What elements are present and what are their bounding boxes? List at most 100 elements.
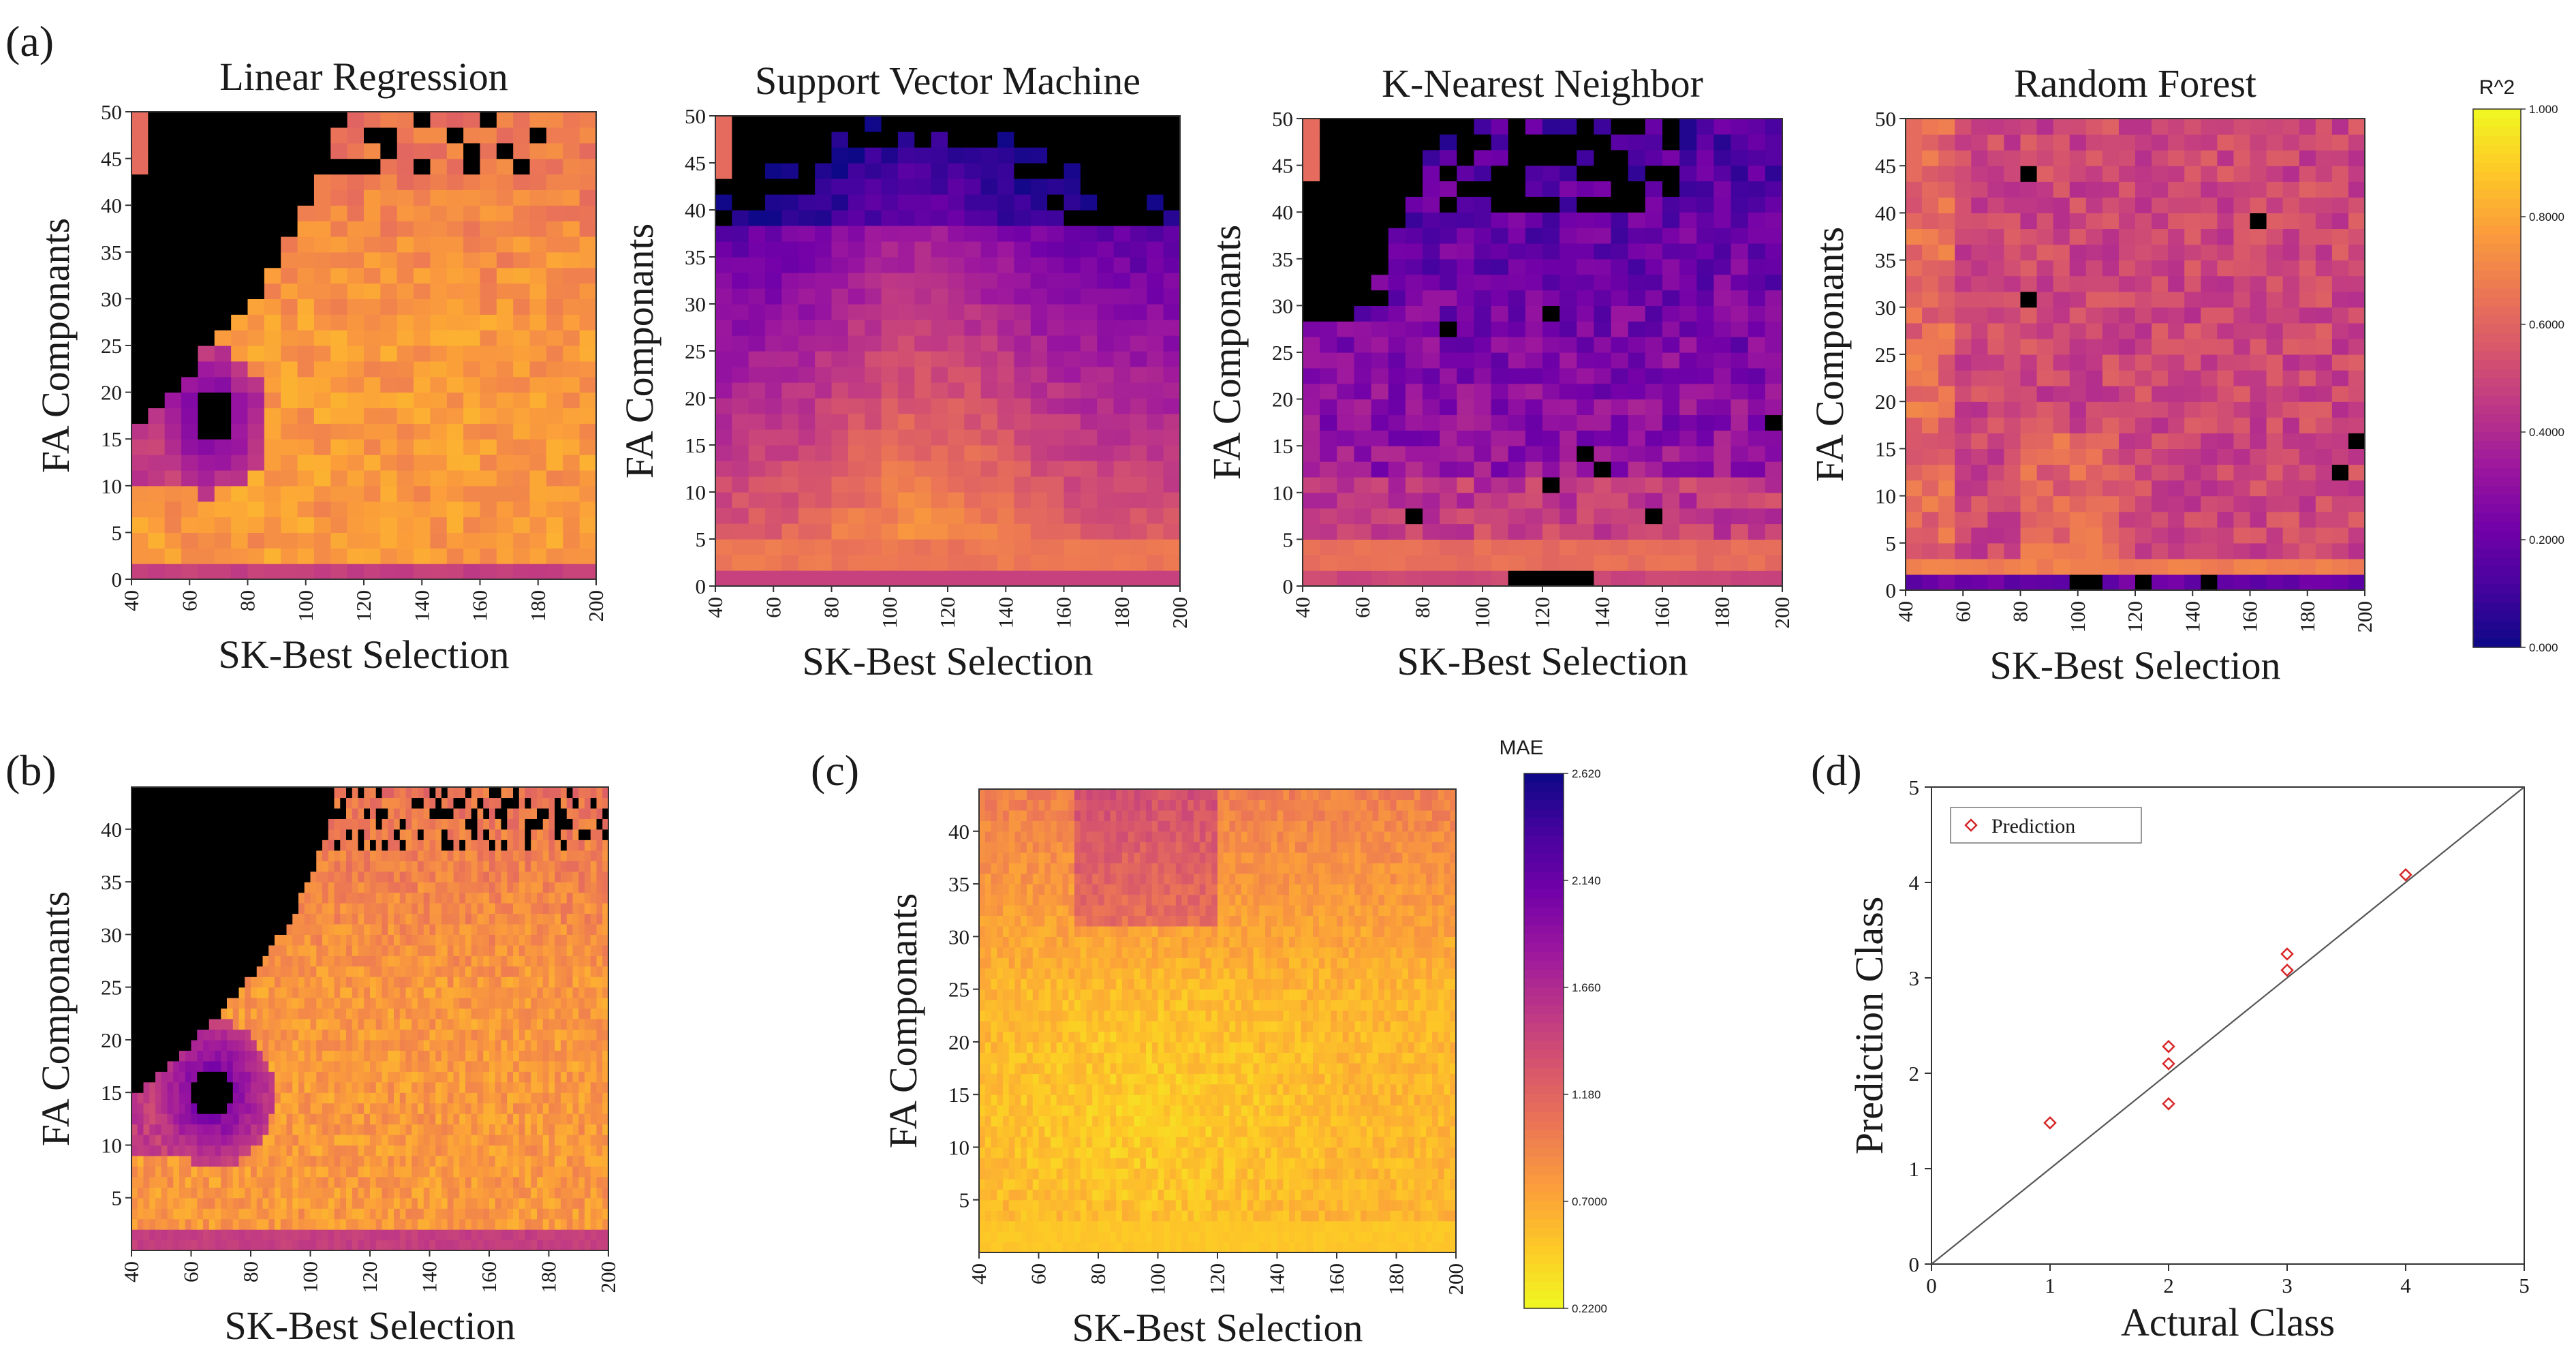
heatmap-cell <box>164 189 182 206</box>
heatmap-cell <box>1748 274 1766 291</box>
heatmap-cell <box>364 1229 371 1241</box>
heatmap-cell <box>546 423 563 440</box>
heatmap-cell <box>1030 414 1048 430</box>
heatmap-cell <box>477 1176 484 1188</box>
heatmap-cell <box>2184 307 2201 324</box>
heatmap-cell <box>1611 321 1629 337</box>
heatmap-cell <box>2348 307 2365 324</box>
heatmap-cell <box>1713 274 1732 291</box>
heatmap-cell <box>1354 461 1372 478</box>
heatmap-cell <box>322 1071 329 1083</box>
heatmap-cell <box>414 236 431 253</box>
heatmap-cell <box>304 1135 311 1146</box>
heatmap-cell <box>397 298 414 315</box>
heatmap-cell <box>537 1145 544 1156</box>
heatmap-cell <box>275 1135 281 1146</box>
heatmap-cell <box>1662 321 1680 337</box>
heatmap-cell <box>203 1240 210 1251</box>
heatmap-cell <box>715 241 732 258</box>
heatmap-cell <box>748 508 766 524</box>
heatmap-cell <box>399 1229 407 1241</box>
heatmap-cell <box>346 1060 353 1072</box>
heatmap-cell <box>346 1081 353 1093</box>
heatmap-cell <box>572 1240 579 1251</box>
heatmap-cell <box>563 330 580 346</box>
heatmap-cell <box>1508 165 1526 182</box>
heatmap-cell <box>2266 495 2284 512</box>
heatmap-cells <box>1906 119 2365 591</box>
heatmap-cell <box>542 1218 550 1230</box>
heatmap-cell <box>848 398 865 414</box>
heatmap-cell <box>397 112 414 128</box>
heatmap-cell <box>2118 322 2136 339</box>
heatmap-cell <box>322 1229 329 1241</box>
heatmap-cell <box>334 1092 341 1104</box>
heatmap-cell <box>2004 386 2021 402</box>
heatmap-cell <box>1955 464 1972 481</box>
heatmap-cell <box>231 283 249 299</box>
heatmap-cell <box>231 330 249 346</box>
heatmap-cell <box>1113 273 1131 289</box>
heatmap-cell <box>480 439 497 455</box>
heatmap-cell <box>2069 260 2087 277</box>
heatmap-cell <box>561 1155 568 1167</box>
heatmap-cell <box>405 1155 412 1167</box>
heatmap-cell <box>471 1229 478 1241</box>
heatmap-cell <box>1542 383 1560 400</box>
heatmap-cell <box>2004 275 2021 292</box>
heatmap-cell <box>1147 351 1164 367</box>
heatmap-cell <box>590 1135 598 1146</box>
heatmap-cell <box>198 423 215 440</box>
heatmap-cell <box>2233 558 2251 575</box>
heatmap-cell <box>2102 511 2120 528</box>
heatmap-cell <box>566 1229 574 1241</box>
heatmap-cell <box>231 174 249 190</box>
heatmap-cell <box>1662 508 1680 525</box>
heatmap-cell <box>496 360 514 378</box>
heatmap-cell <box>313 221 331 237</box>
heatmap-cell <box>418 1060 424 1072</box>
heatmap-cell <box>330 423 348 440</box>
y-tick-label: 40 <box>685 198 706 222</box>
heatmap-cell <box>137 1092 144 1104</box>
heatmap-cell <box>2184 134 2201 151</box>
heatmap-cell <box>340 1135 347 1146</box>
heatmap-cell <box>1030 320 1048 336</box>
heatmap-cell <box>831 367 849 383</box>
heatmap-cell <box>198 267 215 284</box>
heatmap-cell <box>221 1208 228 1220</box>
heatmap-cell <box>1163 539 1181 555</box>
heatmap-cell <box>1922 197 1939 213</box>
heatmap-cell <box>1628 383 1646 400</box>
heatmap-cell <box>1491 476 1509 493</box>
heatmap-cell <box>264 564 281 580</box>
heatmap-cell <box>798 367 816 383</box>
heatmap-cell <box>143 1166 150 1178</box>
heatmap-cell <box>1388 228 1406 244</box>
heatmap-cell <box>1765 243 1783 260</box>
heatmap-cell <box>1679 476 1697 493</box>
heatmap-cell <box>732 132 749 148</box>
heatmap-cell <box>221 1197 228 1209</box>
heatmap-cell <box>463 517 481 533</box>
heatmap-cell <box>430 485 448 502</box>
heatmap-cell <box>1955 134 1972 151</box>
heatmap-cell <box>281 298 298 315</box>
heatmap-cell <box>418 1197 424 1209</box>
heatmap-cell <box>465 1240 472 1251</box>
heatmap-cell <box>2004 166 2021 182</box>
heatmap-cell <box>2233 417 2251 433</box>
heatmap-cell <box>480 517 497 533</box>
heatmap-cell <box>1163 163 1181 179</box>
x-tick-label: 80 <box>820 597 843 618</box>
heatmap-cell <box>1748 134 1766 151</box>
heatmap-cell <box>1559 399 1577 416</box>
y-tick-label: 20 <box>1272 388 1293 412</box>
heatmap-cell <box>441 1218 448 1230</box>
heatmap-cell <box>340 1081 347 1093</box>
heatmap-cell <box>1320 430 1337 446</box>
heatmap-cell <box>148 251 166 268</box>
heatmap-cell <box>197 1197 204 1209</box>
heatmap-cell <box>1405 134 1423 151</box>
heatmap-cell <box>1662 243 1680 260</box>
